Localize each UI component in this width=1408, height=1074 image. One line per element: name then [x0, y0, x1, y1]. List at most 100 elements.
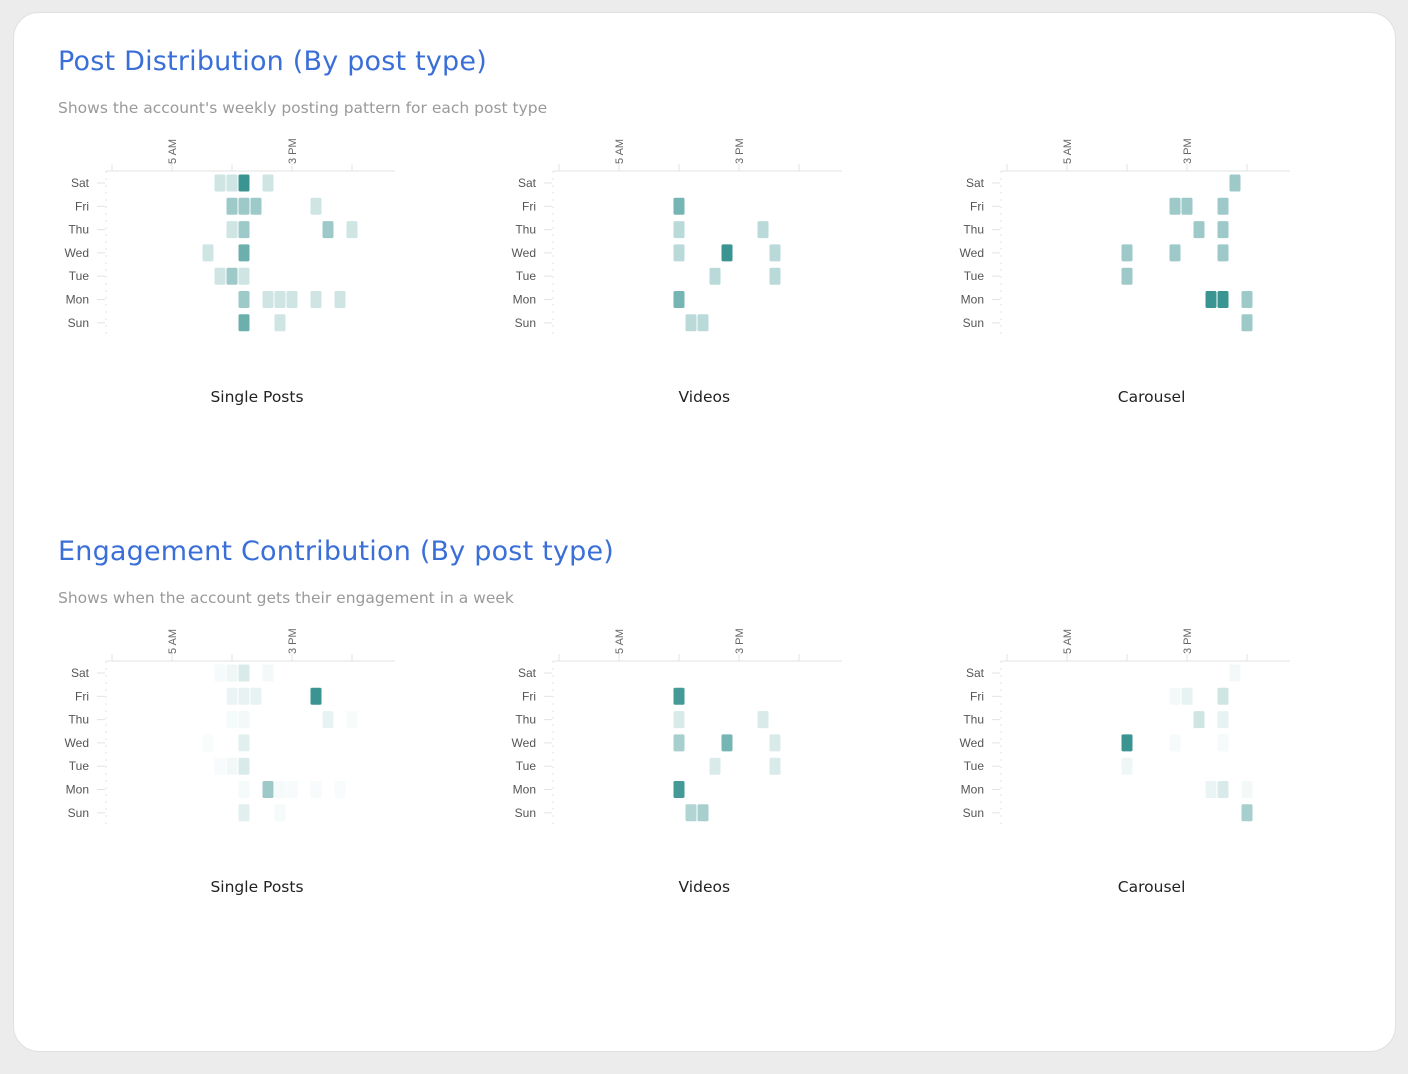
heatmap-cell[interactable] [1217, 781, 1229, 798]
heatmap-cell[interactable] [673, 781, 685, 798]
heatmap-cell[interactable] [1181, 687, 1193, 705]
heatmap-cell[interactable] [310, 781, 322, 798]
heatmap-cell[interactable] [334, 781, 346, 798]
heatmap-cell[interactable] [1205, 781, 1217, 798]
heatmap-cell[interactable] [262, 291, 274, 308]
heatmap-cell[interactable] [238, 664, 250, 682]
heatmap-cell[interactable] [1169, 244, 1181, 262]
heatmap-cell[interactable] [673, 291, 685, 308]
heatmap-cell[interactable] [1217, 711, 1229, 729]
heatmap-cell[interactable] [1121, 734, 1133, 752]
heatmap-cell[interactable] [673, 221, 685, 239]
heatmap-cell[interactable] [1121, 244, 1133, 262]
heatmap-cell[interactable] [310, 197, 322, 215]
heatmap-cell[interactable] [250, 687, 262, 705]
heatmap-cell[interactable] [1241, 804, 1253, 822]
heatmap-cell[interactable] [214, 757, 226, 775]
heatmap-cell[interactable] [673, 197, 685, 215]
heatmap-cell[interactable] [1241, 314, 1253, 332]
heatmap-cell[interactable] [226, 174, 238, 192]
heatmap-cell[interactable] [214, 267, 226, 285]
heatmap-cell[interactable] [226, 711, 238, 729]
heatmap-cell[interactable] [334, 291, 346, 308]
heatmap-cell[interactable] [769, 757, 781, 775]
heatmap-cell[interactable] [1217, 687, 1229, 705]
heatmap-cell[interactable] [757, 221, 769, 239]
heatmap-cell[interactable] [274, 291, 286, 308]
heatmap-cell[interactable] [238, 734, 250, 752]
heatmap-cell[interactable] [274, 314, 286, 332]
heatmap-cell[interactable] [238, 711, 250, 729]
heatmap-cell[interactable] [673, 711, 685, 729]
heatmap-cell[interactable] [1169, 197, 1181, 215]
heatmap-cell[interactable] [226, 267, 238, 285]
heatmap-cell[interactable] [310, 687, 322, 705]
heatmap-cell[interactable] [226, 687, 238, 705]
heatmap-cell[interactable] [310, 291, 322, 308]
heatmap-cell[interactable] [226, 221, 238, 239]
heatmap-cell[interactable] [1169, 687, 1181, 705]
heatmap-cell[interactable] [1205, 291, 1217, 308]
heatmap-cell[interactable] [238, 757, 250, 775]
heatmap-cell[interactable] [673, 687, 685, 705]
heatmap-cell[interactable] [238, 804, 250, 822]
heatmap-cell[interactable] [769, 267, 781, 285]
heatmap-cell[interactable] [238, 174, 250, 192]
heatmap-cell[interactable] [721, 244, 733, 262]
heatmap-cell[interactable] [673, 734, 685, 752]
heatmap-cell[interactable] [346, 711, 358, 729]
heatmap-cell[interactable] [1193, 221, 1205, 239]
heatmap-cell[interactable] [1241, 291, 1253, 308]
heatmap-cell[interactable] [238, 197, 250, 215]
heatmap-cell[interactable] [202, 244, 214, 262]
heatmap-cell[interactable] [262, 174, 274, 192]
heatmap-cell[interactable] [214, 664, 226, 682]
heatmap-cell[interactable] [226, 664, 238, 682]
heatmap-cell[interactable] [202, 734, 214, 752]
heatmap-cell[interactable] [1121, 267, 1133, 285]
heatmap-cell[interactable] [1169, 734, 1181, 752]
heatmap-cell[interactable] [238, 314, 250, 332]
heatmap-cell[interactable] [1217, 291, 1229, 308]
heatmap-cell[interactable] [697, 314, 709, 332]
heatmap-cell[interactable] [1193, 711, 1205, 729]
heatmap-cell[interactable] [1241, 781, 1253, 798]
heatmap-cell[interactable] [685, 804, 697, 822]
heatmap-cell[interactable] [238, 267, 250, 285]
heatmap-cell[interactable] [685, 314, 697, 332]
heatmap-cell[interactable] [1217, 244, 1229, 262]
heatmap-cell[interactable] [1229, 664, 1241, 682]
heatmap-cell[interactable] [274, 804, 286, 822]
heatmap-cell[interactable] [226, 197, 238, 215]
heatmap-cell[interactable] [709, 757, 721, 775]
heatmap-cell[interactable] [286, 781, 298, 798]
heatmap-cell[interactable] [721, 734, 733, 752]
heatmap-cell[interactable] [322, 221, 334, 239]
heatmap-cell[interactable] [346, 221, 358, 239]
heatmap-cell[interactable] [226, 757, 238, 775]
heatmap-cell[interactable] [238, 244, 250, 262]
heatmap-cell[interactable] [769, 734, 781, 752]
heatmap-cell[interactable] [673, 244, 685, 262]
heatmap-cell[interactable] [697, 804, 709, 822]
heatmap-cell[interactable] [757, 711, 769, 729]
heatmap-cell[interactable] [286, 291, 298, 308]
heatmap-cell[interactable] [238, 291, 250, 308]
heatmap-cell[interactable] [769, 244, 781, 262]
heatmap-cell[interactable] [250, 197, 262, 215]
heatmap-cell[interactable] [709, 267, 721, 285]
heatmap-cell[interactable] [238, 781, 250, 798]
heatmap-cell[interactable] [1229, 174, 1241, 192]
heatmap-cell[interactable] [262, 781, 274, 798]
heatmap-cell[interactable] [214, 174, 226, 192]
heatmap-cell[interactable] [238, 687, 250, 705]
heatmap-cell[interactable] [238, 221, 250, 239]
heatmap-cell[interactable] [1217, 197, 1229, 215]
heatmap-cell[interactable] [1121, 757, 1133, 775]
heatmap-cell[interactable] [274, 781, 286, 798]
heatmap-cell[interactable] [1181, 197, 1193, 215]
heatmap-cell[interactable] [262, 664, 274, 682]
heatmap-cell[interactable] [1217, 221, 1229, 239]
heatmap-cell[interactable] [1217, 734, 1229, 752]
heatmap-cell[interactable] [322, 711, 334, 729]
